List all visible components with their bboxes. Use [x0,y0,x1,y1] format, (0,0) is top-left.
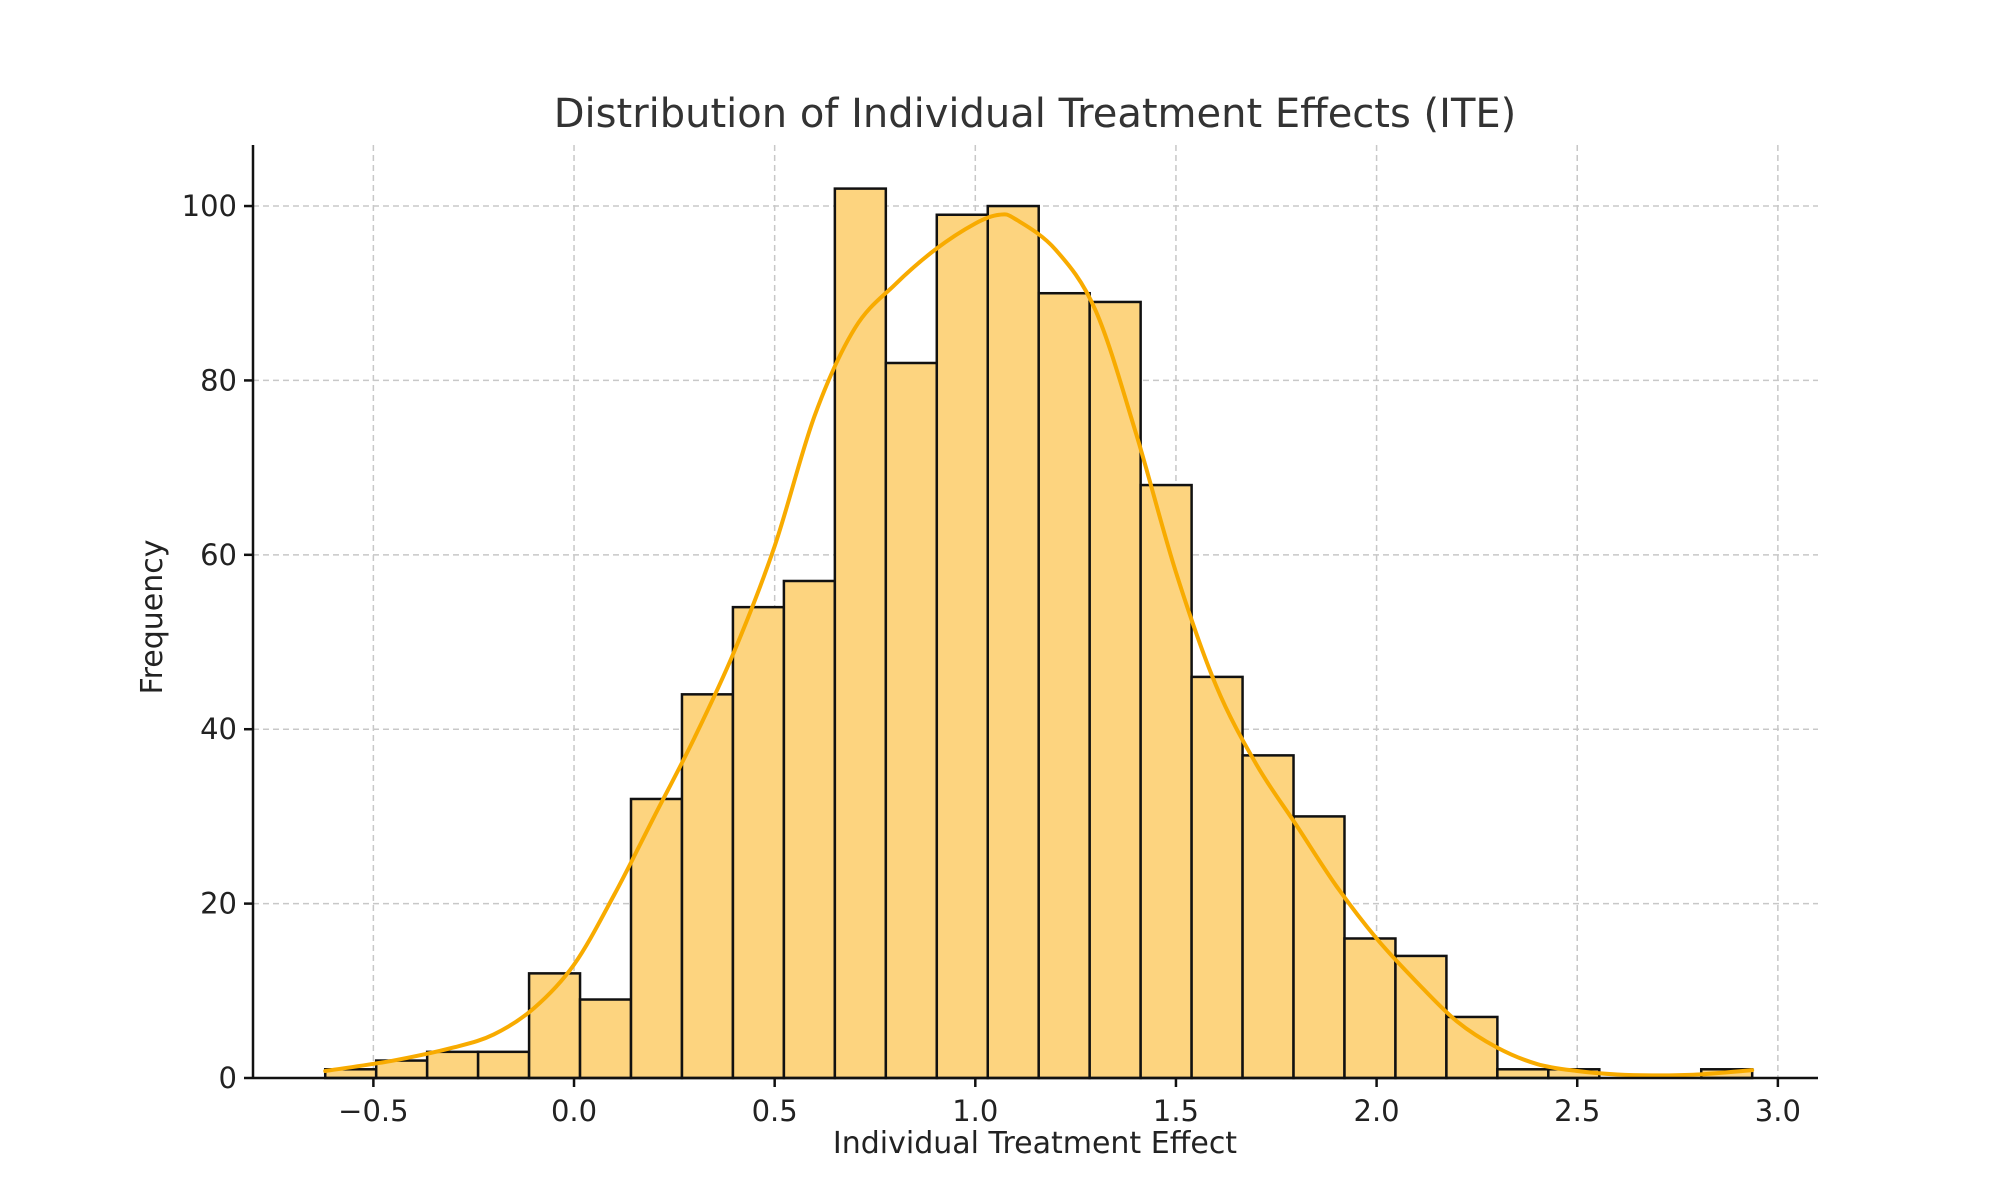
histogram-bar [425,1050,480,1080]
x-tick-label: 1.0 [952,1094,998,1128]
y-tick-label: 80 [200,363,237,397]
histogram-bar [476,1050,531,1080]
x-tick-label: 2.0 [1354,1094,1400,1128]
x-axis-ticks: −0.5 0.0 0.5 1.0 1.5 2.0 2.5 3.0 [338,1078,1801,1128]
histogram-bar [884,361,939,1080]
x-axis-label: Individual Treatment Effect [833,1126,1237,1161]
histogram-bar [578,998,633,1080]
y-tick-label: 60 [200,538,237,572]
y-tick-label: 100 [182,189,237,223]
axes [251,145,1818,1080]
histogram-bar [1241,754,1295,1080]
x-tick-label: 1.5 [1153,1094,1199,1128]
histogram-bar [935,213,989,1080]
x-tick-label: 0.5 [752,1094,798,1128]
histogram-bar [1496,1068,1550,1080]
histogram-bar [629,797,684,1080]
histogram-bar [782,579,837,1080]
x-tick-label: 2.5 [1554,1094,1600,1128]
histogram-bar [986,204,1040,1080]
histogram-bar [1343,937,1397,1080]
histogram-bars [323,187,1754,1080]
histogram-bar [1037,291,1091,1080]
histogram-bar [1190,675,1244,1080]
x-tick-label: 3.0 [1755,1094,1801,1128]
y-tick-label: 40 [200,712,237,746]
histogram-bar [1394,954,1448,1080]
x-tick-label: 0.0 [551,1094,597,1128]
y-axis-ticks: 0 20 40 60 80 100 [182,189,253,1095]
histogram-bar [1139,483,1193,1080]
x-tick-label: −0.5 [338,1094,408,1128]
y-tick-label: 20 [200,887,237,921]
y-tick-label: 0 [219,1061,237,1095]
y-axis-label: Frequency [135,540,170,695]
kde-curve [323,212,1755,1078]
chart-title: Distribution of Individual Treatment Eff… [554,91,1517,137]
histogram-bar [1445,1015,1499,1080]
histogram-bar [1292,815,1346,1080]
histogram-bar [731,605,786,1080]
